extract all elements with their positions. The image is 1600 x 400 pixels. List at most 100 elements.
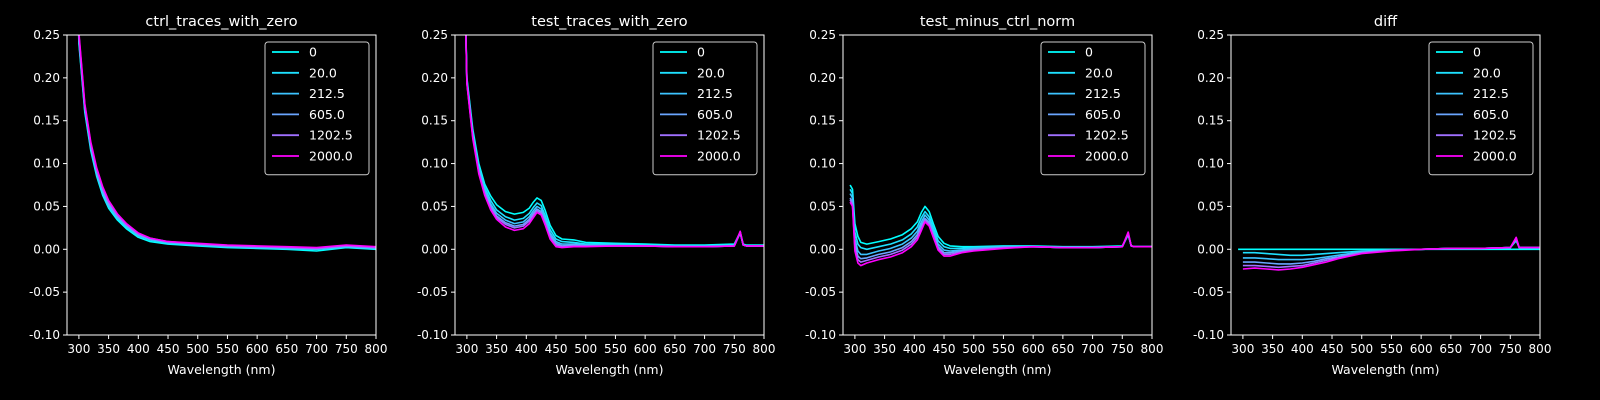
legend: 0 20.0 212.5 605.0 1202.5 2000.0 [1428, 41, 1534, 176]
x-tick-label: 700 [1469, 342, 1492, 356]
x-tick-label: 400 [127, 342, 150, 356]
legend-frame [1040, 41, 1146, 176]
x-tick-label: 800 [753, 342, 776, 356]
y-tick-label: 0.10 [33, 157, 60, 171]
x-tick-label: 700 [1081, 342, 1104, 356]
y-tick-label: 0.20 [1197, 71, 1224, 85]
x-tick-label: 300 [67, 342, 90, 356]
x-tick-label: 300 [843, 342, 866, 356]
series-line-1202.5 [849, 199, 1152, 263]
x-tick-label: 500 [1350, 342, 1373, 356]
x-tick-label: 350 [873, 342, 896, 356]
y-tick-label: 0.25 [421, 28, 448, 42]
x-tick-label: 750 [1499, 342, 1522, 356]
legend-label: 212.5 [1085, 86, 1121, 101]
legend-label: 2000.0 [697, 149, 741, 164]
legend-label: 605.0 [697, 107, 733, 122]
legend: 0 20.0 212.5 605.0 1202.5 2000.0 [652, 41, 758, 176]
x-tick-label: 300 [1231, 342, 1254, 356]
panel-1: 300 350 400 450 500 550 600 650 700 750 800 -0.10 -0… [29, 14, 388, 377]
y-tick-label: -0.05 [417, 285, 448, 299]
y-tick-label: 0.00 [809, 242, 836, 256]
legend-label: 0 [309, 45, 317, 60]
y-tick-label: 0.20 [421, 71, 448, 85]
series-line-2000.0 [78, 35, 376, 249]
x-tick-label: 750 [723, 342, 746, 356]
y-tick-label: 0.05 [421, 199, 448, 213]
legend-label: 1202.5 [1085, 128, 1129, 143]
y-tick-label: -0.10 [29, 328, 60, 342]
y-tick-label: 0.05 [1197, 199, 1224, 213]
legend-frame [264, 41, 370, 176]
x-tick-label: 350 [1261, 342, 1284, 356]
plot-area [1238, 236, 1540, 271]
y-tick-label: 0.20 [33, 71, 60, 85]
series-line-2000.0 [1242, 236, 1540, 271]
series-line-20.0 [849, 188, 1152, 251]
legend-label: 0 [1473, 45, 1481, 60]
series-line-605.0 [849, 197, 1152, 260]
legend-label: 0 [1085, 45, 1093, 60]
x-tick-label: 450 [157, 342, 180, 356]
x-axis-label: Wavelength (nm) [168, 362, 276, 377]
axes-frame [66, 34, 377, 336]
x-tick-label: 450 [1321, 342, 1344, 356]
chart-title: diff [1374, 14, 1398, 30]
x-tick-label: 550 [604, 342, 627, 356]
legend-label: 212.5 [697, 86, 733, 101]
panel-2: 300 350 400 450 500 550 600 650 700 750 800 -0.10 -0… [417, 14, 776, 377]
x-tick-label: 700 [305, 342, 328, 356]
series-line-2000.0 [465, 35, 764, 249]
x-tick-label: 650 [1051, 342, 1074, 356]
plot-area [849, 184, 1152, 267]
series-line-1202.5 [1242, 237, 1540, 269]
legend-label: 2000.0 [1085, 149, 1129, 164]
x-tick-label: 650 [1439, 342, 1462, 356]
y-tick-label: 0.20 [809, 71, 836, 85]
x-tick-label: 600 [1022, 342, 1045, 356]
plot-area [77, 35, 376, 252]
y-tick-label: -0.10 [805, 328, 836, 342]
x-tick-label: 550 [216, 342, 239, 356]
x-tick-label: 600 [634, 342, 657, 356]
x-tick-label: 750 [335, 342, 358, 356]
plot-area [465, 35, 764, 249]
y-tick-label: 0.05 [809, 199, 836, 213]
panel-4: 300 350 400 450 500 550 600 650 700 750 800 -0.10 -0… [1193, 14, 1552, 377]
legend-frame [652, 41, 758, 176]
x-tick-label: 750 [1111, 342, 1134, 356]
x-tick-label: 450 [545, 342, 568, 356]
legend-label: 212.5 [309, 86, 345, 101]
legend-label: 212.5 [1473, 86, 1509, 101]
legend-label: 2000.0 [1473, 149, 1517, 164]
y-tick-label: 0.00 [1197, 242, 1224, 256]
x-tick-label: 600 [246, 342, 269, 356]
y-tick-label: 0.00 [33, 242, 60, 256]
legend-frame [1428, 41, 1534, 176]
y-tick-label: 0.00 [421, 242, 448, 256]
chart-title: test_traces_with_zero [531, 14, 688, 30]
y-tick-label: 0.15 [421, 114, 448, 128]
x-tick-label: 500 [186, 342, 209, 356]
y-tick-label: 0.10 [809, 157, 836, 171]
x-tick-label: 500 [962, 342, 985, 356]
x-tick-label: 400 [515, 342, 538, 356]
legend-label: 605.0 [309, 107, 345, 122]
x-tick-label: 700 [693, 342, 716, 356]
y-tick-label: 0.25 [809, 28, 836, 42]
legend-label: 1202.5 [309, 128, 353, 143]
legend-label: 20.0 [309, 65, 337, 80]
x-tick-label: 300 [455, 342, 478, 356]
chart-title: ctrl_traces_with_zero [145, 14, 297, 30]
y-tick-label: 0.10 [1197, 157, 1224, 171]
series-line-0 [465, 35, 764, 246]
legend-label: 1202.5 [697, 128, 741, 143]
legend-label: 605.0 [1473, 107, 1509, 122]
x-tick-label: 550 [992, 342, 1015, 356]
legend-label: 1202.5 [1473, 128, 1517, 143]
y-tick-label: 0.15 [33, 114, 60, 128]
y-tick-label: 0.05 [33, 199, 60, 213]
legend: 0 20.0 212.5 605.0 1202.5 2000.0 [264, 41, 370, 176]
series-line-0 [849, 184, 1152, 248]
y-tick-label: 0.15 [809, 114, 836, 128]
